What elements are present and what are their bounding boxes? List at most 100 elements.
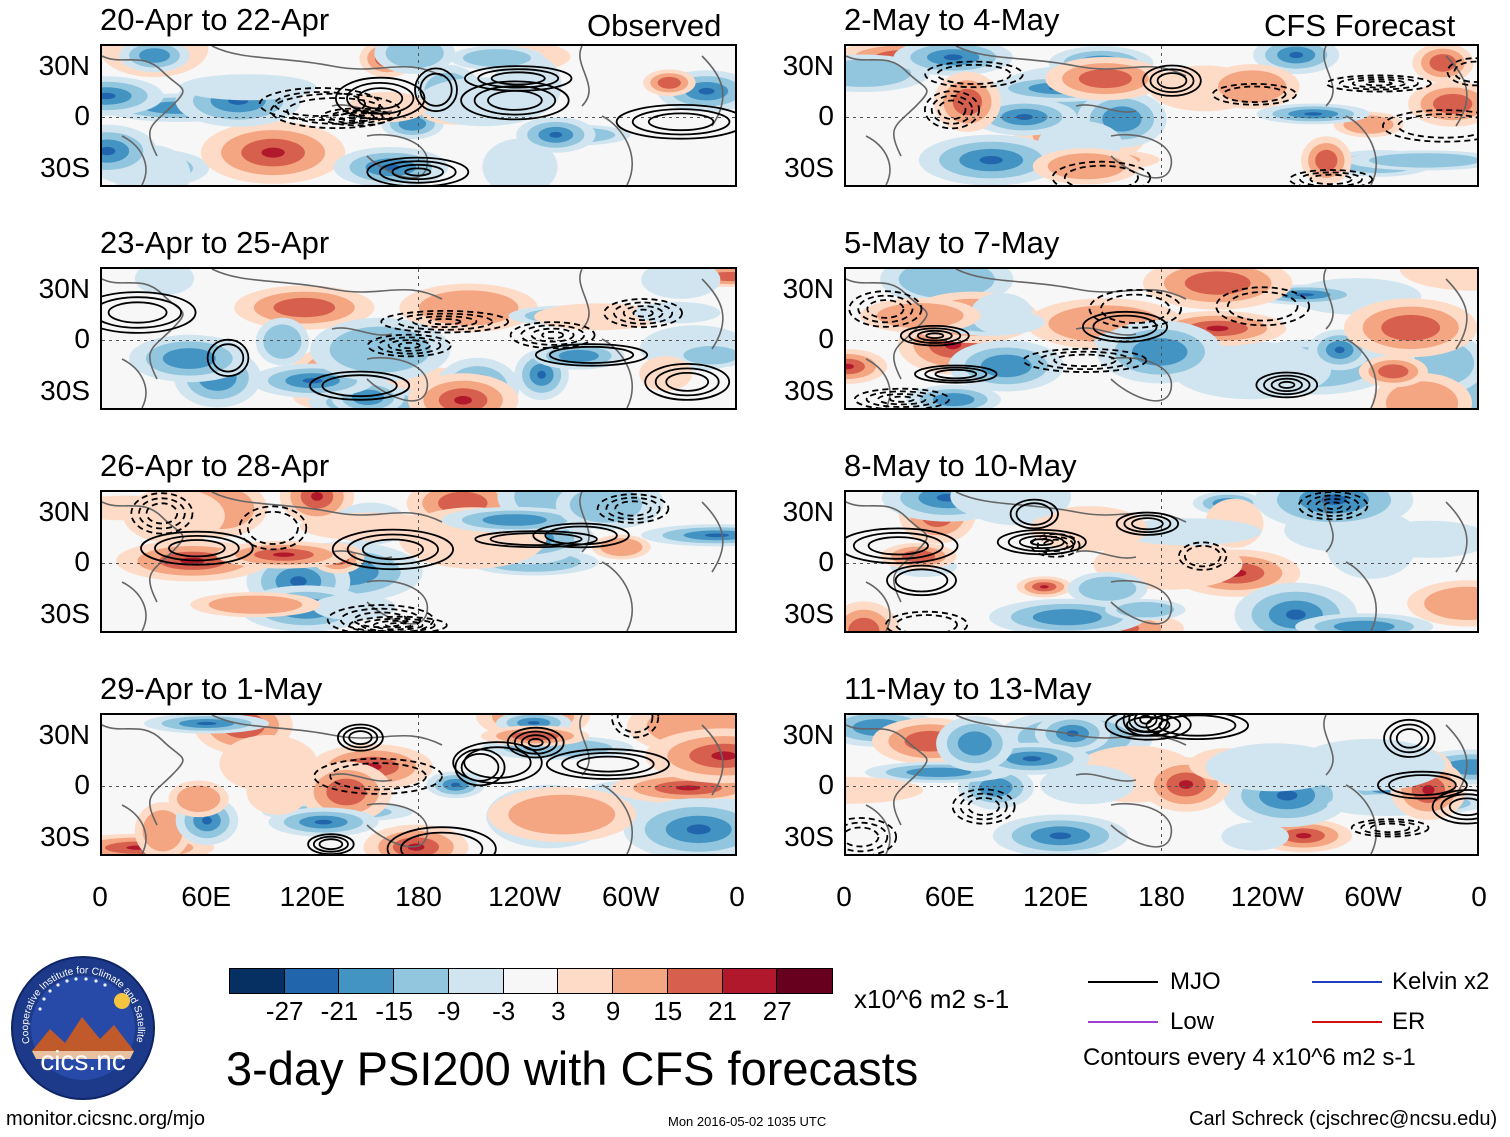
panel-title: 2-May to 4-May: [844, 2, 1060, 37]
anomaly-shading: [1381, 314, 1441, 341]
anomaly-shading: [102, 92, 116, 100]
coastline: [1323, 46, 1334, 107]
anomaly-shading: [957, 731, 992, 756]
coastline: [211, 46, 443, 77]
anomaly-shading: [1289, 51, 1304, 59]
mjo-contour: [1446, 57, 1477, 87]
mjo-contour: [270, 92, 402, 130]
lon-label: 120E: [279, 881, 346, 912]
anomaly-shading: [273, 552, 295, 557]
mjo-contour: [846, 817, 898, 854]
colorbar-tick-label: 15: [653, 996, 683, 1026]
mjo-contour: [460, 80, 570, 121]
mjo-contour: [1383, 718, 1436, 758]
lon-label: 180: [395, 881, 442, 912]
anomaly-shading: [454, 395, 472, 405]
mjo-contour: [996, 528, 1087, 556]
coastline: [701, 724, 724, 796]
anomaly-shading: [698, 87, 715, 95]
mjo-contour: [914, 364, 998, 384]
anomaly-shading: [1047, 153, 1126, 180]
coastline: [102, 55, 184, 157]
anomaly-shading: [711, 751, 735, 761]
mjo-contour: [916, 329, 953, 342]
mjo-contour: [532, 522, 630, 549]
coastline: [331, 327, 393, 336]
lon-label: 60W: [602, 881, 660, 912]
footer-author: Carl Schreck (cjschrec@ncsu.edu): [1189, 1108, 1498, 1130]
lon-label: 0: [836, 881, 852, 912]
colorbar-tick-label: -21: [320, 996, 359, 1026]
footer-url[interactable]: monitor.cicsnc.org/mjo: [6, 1108, 205, 1130]
mjo-contour: [1156, 72, 1188, 90]
mjo-contour: [1299, 171, 1363, 185]
anomaly-shading: [1218, 70, 1287, 103]
mjo-contour: [346, 533, 439, 566]
logo-text: cics.nc: [40, 1045, 126, 1076]
mjo-contour: [616, 715, 654, 734]
mjo-contour: [631, 108, 731, 136]
psi200-map-panel: [100, 44, 737, 187]
lat-label: 30N: [782, 50, 834, 81]
mjo-contour: [1369, 822, 1411, 834]
lat-label: 30S: [40, 152, 90, 183]
mjo-contour: [1440, 793, 1477, 821]
mjo-contour: [527, 737, 544, 748]
anomaly-shading: [418, 290, 519, 326]
coastline: [331, 773, 393, 782]
mjo-contour: [899, 324, 970, 347]
mjo-contour: [348, 730, 373, 746]
panel-title: 20-Apr to 22-Apr: [100, 2, 330, 37]
coastline: [121, 804, 147, 854]
anomaly-shading: [139, 48, 170, 63]
mjo-contour: [867, 536, 929, 556]
coastline: [102, 501, 184, 603]
mjo-contour: [428, 318, 462, 326]
mjo-contour: [318, 838, 344, 851]
mjo-contour: [924, 60, 1024, 89]
anomaly-shading: [906, 767, 972, 777]
anomaly-shading: [311, 492, 323, 501]
mjo-contour: [1453, 60, 1477, 83]
coastline: [701, 55, 724, 127]
panel-title: 5-May to 7-May: [844, 225, 1060, 260]
coastline: [601, 115, 633, 185]
anomaly-shading: [1032, 609, 1102, 626]
psi200-map-panel: [844, 713, 1479, 856]
anomaly-shading: [1378, 364, 1409, 379]
mjo-contour: [1448, 797, 1477, 817]
coastline: [1345, 784, 1377, 854]
mjo-contour: [544, 525, 618, 546]
mjo-contour: [605, 496, 661, 521]
coastline: [121, 135, 147, 185]
mjo-contour: [338, 111, 375, 123]
coastline: [331, 550, 393, 559]
lat-label: 30S: [784, 821, 834, 852]
mjo-contour: [360, 617, 436, 631]
mjo-contour: [211, 343, 245, 373]
mjo-contour: [1015, 502, 1053, 526]
lon-label: 0: [729, 881, 745, 912]
mjo-contour: [895, 614, 958, 631]
coastline: [955, 46, 1187, 77]
mjo-contour: [848, 290, 923, 328]
mjo-contour: [102, 296, 182, 329]
coastline: [579, 492, 590, 553]
mjo-contour: [576, 755, 640, 773]
lat-label: 30N: [38, 496, 90, 527]
lat-label: 30S: [784, 152, 834, 183]
lat-label: 30S: [40, 375, 90, 406]
mjo-contour: [1389, 723, 1430, 754]
psi200-map-panel: [100, 267, 737, 410]
coastline: [601, 784, 633, 854]
anomaly-shading: [600, 538, 643, 556]
anomaly-shading: [463, 49, 531, 67]
mjo-contour: [611, 715, 660, 739]
mjo-contour: [889, 395, 915, 403]
colorbar-swatch: [284, 969, 340, 993]
coastline: [1445, 278, 1468, 350]
low-legend-line: [1088, 1021, 1158, 1023]
mjo-contour: [473, 85, 557, 116]
anomaly-shading: [1102, 106, 1142, 132]
kelvin-legend-line: [1312, 981, 1382, 983]
